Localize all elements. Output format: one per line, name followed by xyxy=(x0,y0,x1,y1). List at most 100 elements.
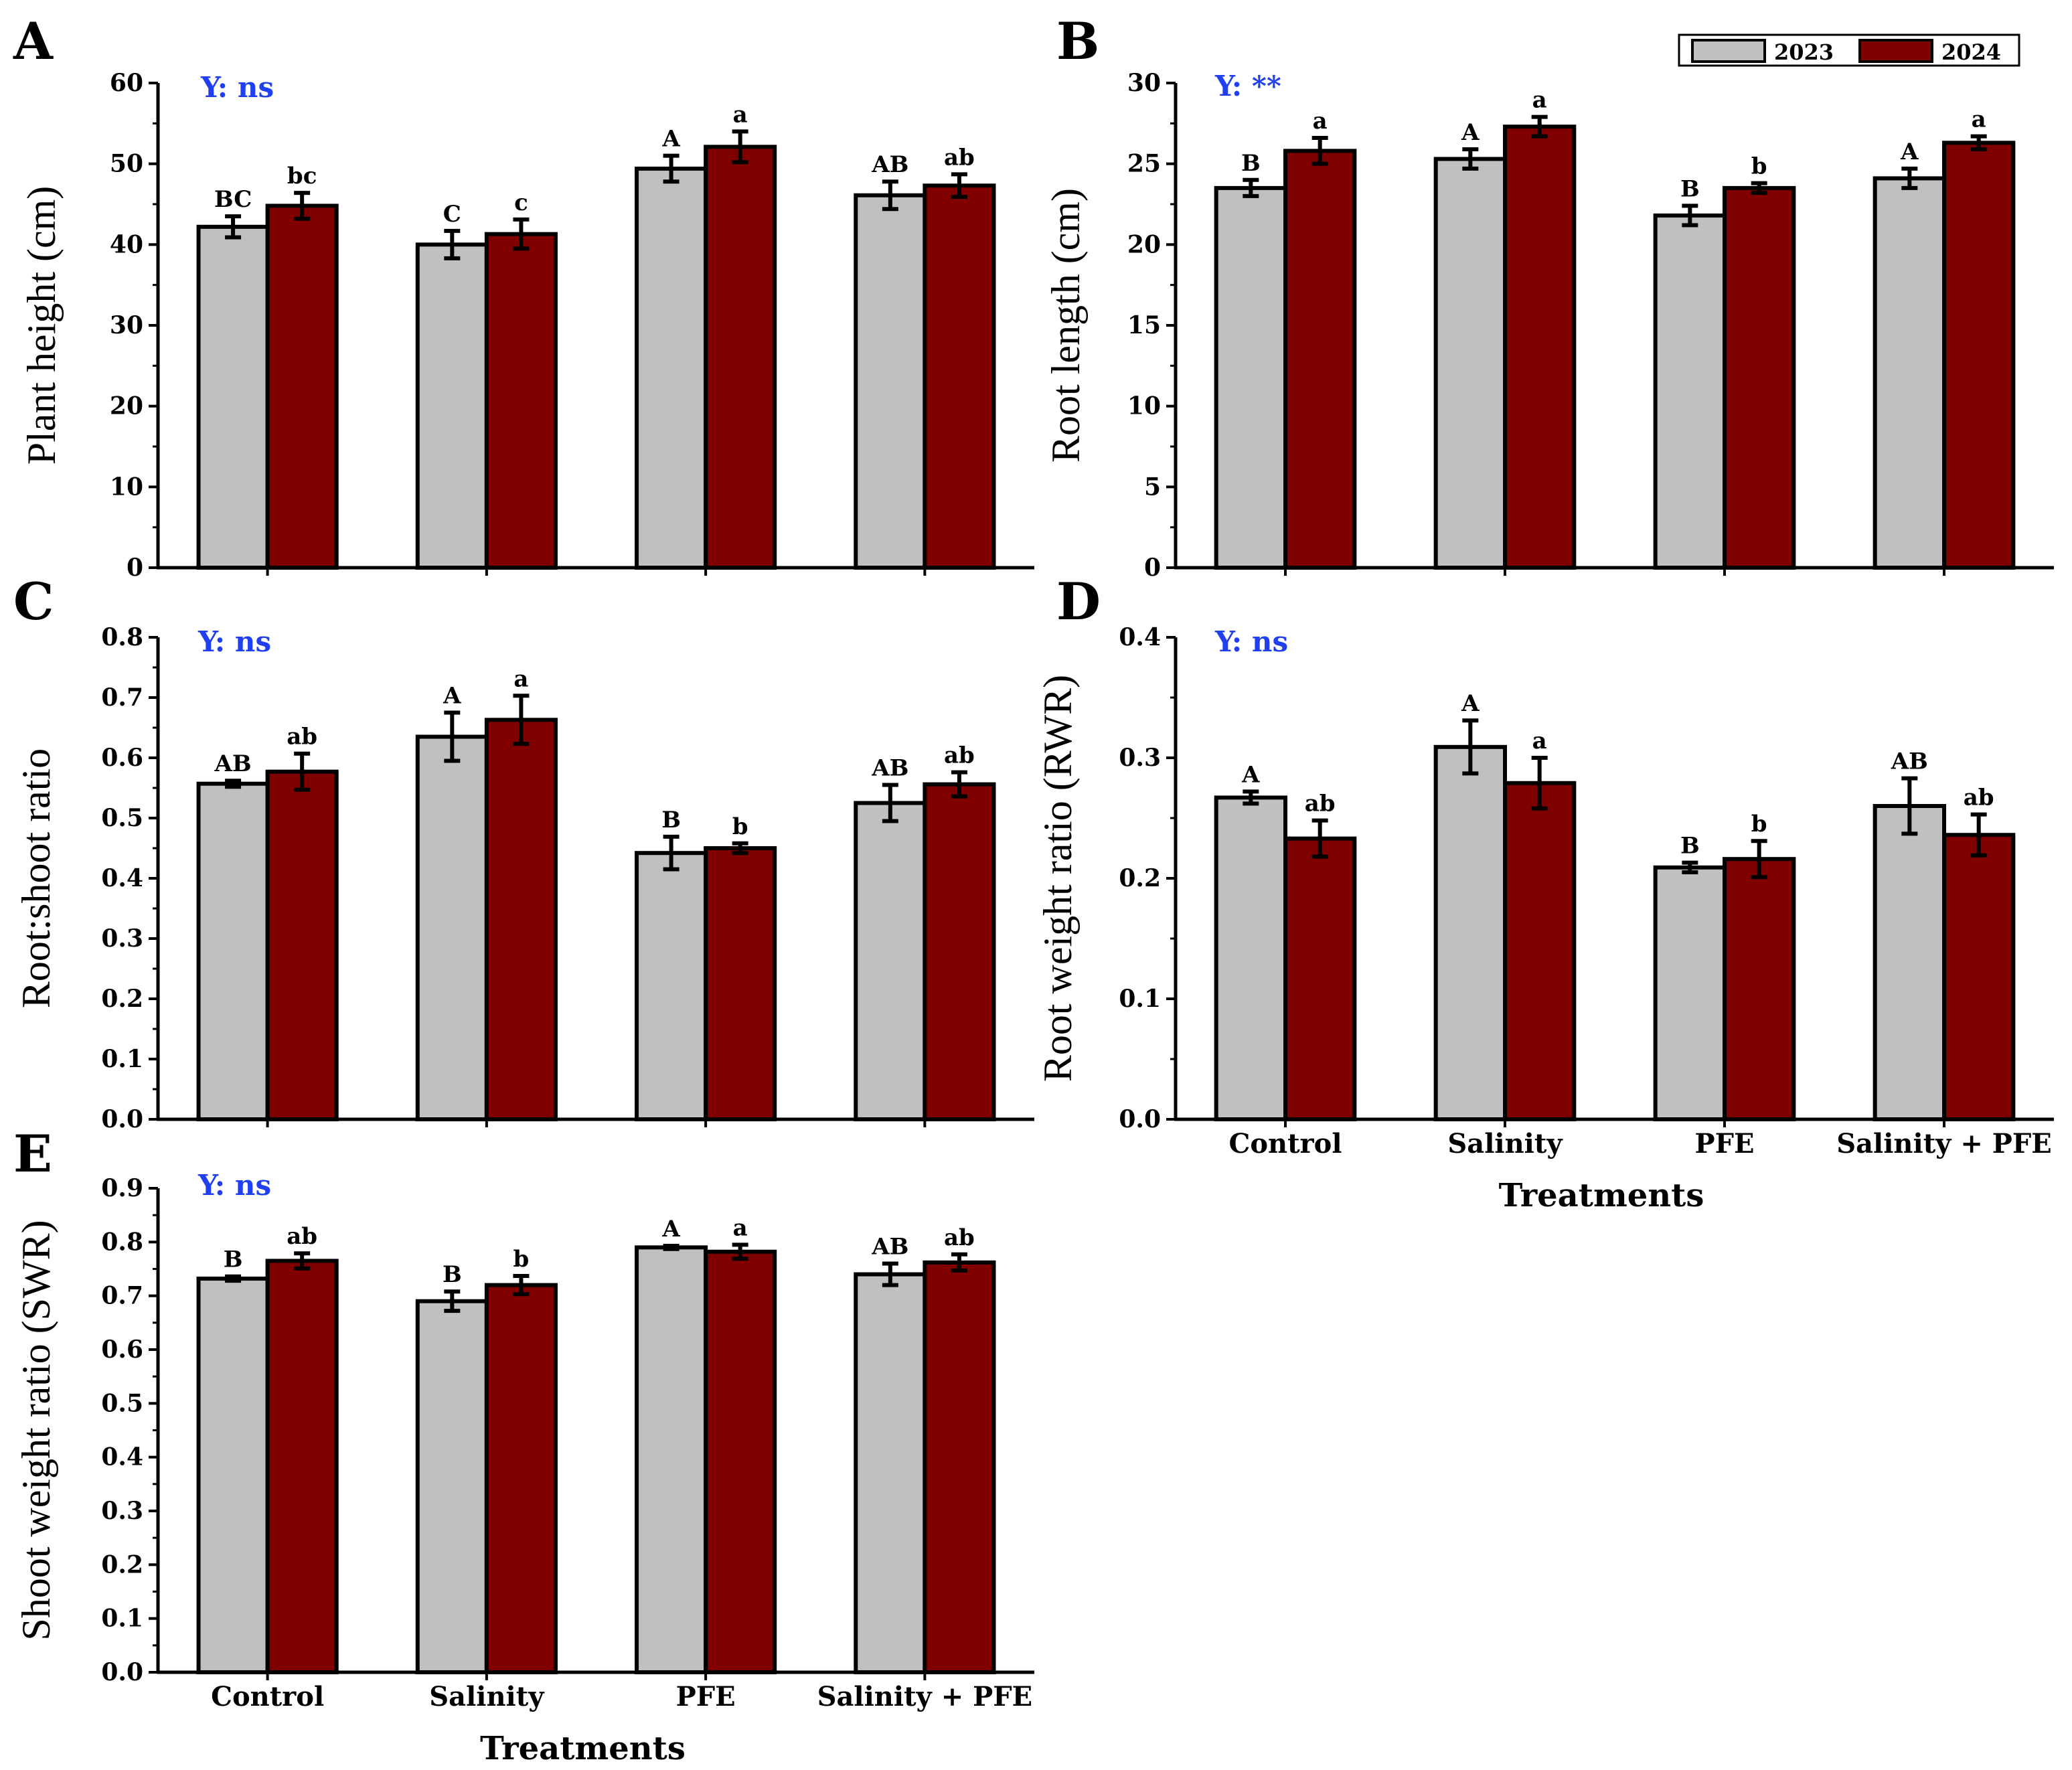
bar-2024-salinity-pfe xyxy=(923,183,996,570)
significance-letter: ab xyxy=(1305,791,1336,817)
y-tick-label: 0.2 xyxy=(1119,864,1161,892)
bar-2023-pfe xyxy=(635,851,708,1121)
significance-letter: B xyxy=(443,1261,462,1288)
y-tick-label: 0.7 xyxy=(101,1282,143,1310)
bar-2024-pfe xyxy=(704,846,777,1121)
bar-2023-control xyxy=(1214,185,1288,570)
y-tick-label: 5 xyxy=(1144,473,1161,501)
x-tick-label: Salinity xyxy=(429,1681,545,1712)
bar-2024-control xyxy=(1283,836,1357,1121)
y-tick-label: 0.1 xyxy=(101,1045,143,1073)
year-effect-note: Y: ns xyxy=(1214,625,1288,658)
y-tick-label: 0 xyxy=(1144,554,1161,582)
y-tick-label: 30 xyxy=(110,311,143,339)
panel-letter: A xyxy=(13,11,54,71)
bar-2023-salinity xyxy=(415,242,489,570)
bar-2024-pfe xyxy=(1723,185,1796,570)
significance-letter: A xyxy=(1900,139,1919,165)
significance-letter: B xyxy=(1241,150,1261,177)
bar-2023-pfe xyxy=(1653,865,1727,1122)
bar-2023-salinity-pfe xyxy=(854,193,927,570)
bar-2024-salinity-pfe xyxy=(1942,833,2016,1121)
y-tick-label: 0.8 xyxy=(101,1228,143,1256)
x-axis-label: Treatments xyxy=(1499,1177,1704,1214)
bar-2024-salinity-pfe xyxy=(1942,141,2016,570)
y-tick-label: 0.8 xyxy=(101,623,143,651)
significance-letter: A xyxy=(1241,761,1260,788)
y-tick-label: 0.6 xyxy=(101,1336,143,1364)
y-tick-label: 0.3 xyxy=(101,1497,143,1525)
y-tick-label: 0.4 xyxy=(1119,623,1161,651)
y-axis-label: Root length (cm) xyxy=(1044,188,1088,463)
y-tick-label: 40 xyxy=(110,230,143,258)
significance-letter: bc xyxy=(287,163,317,189)
bar-2024-control xyxy=(265,769,339,1121)
y-axis-label: Shoot weight ratio (SWR) xyxy=(14,1220,58,1640)
significance-letter: ab xyxy=(287,1223,317,1250)
significance-letter: b xyxy=(1751,153,1767,180)
y-tick-label: 0.3 xyxy=(1119,744,1161,772)
bar-2023-control xyxy=(1214,795,1288,1122)
y-tick-label: 0.0 xyxy=(101,1658,143,1686)
significance-letter: a xyxy=(1532,728,1547,754)
bar-2023-salinity-pfe xyxy=(854,801,927,1121)
significance-letter: B xyxy=(661,807,681,833)
y-tick-label: 20 xyxy=(1127,230,1161,258)
x-tick-label: Salinity + PFE xyxy=(817,1681,1033,1712)
y-tick-label: 0.6 xyxy=(101,744,143,772)
significance-letter: A xyxy=(1461,119,1480,146)
bar-2023-salinity-pfe xyxy=(854,1272,927,1674)
panel-letter: C xyxy=(13,572,54,631)
panel-b: B Y: ** Root length (cm) B A B Aa a b a 0 5 10 15 20 25… xyxy=(1044,11,2054,582)
y-tick-label: 0.4 xyxy=(101,1443,143,1471)
bar-2023-control xyxy=(196,224,270,570)
x-tick-label: Control xyxy=(211,1681,324,1712)
significance-letter: a xyxy=(513,665,528,692)
significance-letter: a xyxy=(733,101,748,128)
bar-2023-salinity xyxy=(1433,744,1507,1122)
y-tick-label: 0.3 xyxy=(101,924,143,953)
bar-2023-pfe xyxy=(635,1245,708,1675)
y-tick-label: 0.0 xyxy=(1119,1105,1161,1133)
y-tick-label: 50 xyxy=(110,150,143,178)
significance-letter: A xyxy=(661,126,680,153)
significance-letter: A xyxy=(443,683,461,710)
panel-letter: B xyxy=(1056,11,1099,71)
significance-letter: a xyxy=(1972,106,1986,133)
significance-letter: a xyxy=(1313,108,1328,135)
year-effect-note: Y: ns xyxy=(197,625,271,658)
bar-2023-control xyxy=(196,781,270,1121)
bar-2024-control xyxy=(265,1259,339,1674)
significance-letter: ab xyxy=(944,144,975,171)
significance-letter: AB xyxy=(1891,748,1928,775)
bar-2024-pfe xyxy=(704,1249,777,1674)
bar-2023-salinity xyxy=(1433,157,1507,570)
significance-letter: BC xyxy=(214,186,252,213)
y-tick-label: 10 xyxy=(1127,392,1161,420)
y-tick-label: 25 xyxy=(1127,150,1161,178)
significance-letter: b xyxy=(513,1246,530,1273)
x-tick-label: PFE xyxy=(676,1681,736,1712)
y-tick-label: 60 xyxy=(110,69,143,97)
bar-2024-salinity-pfe xyxy=(923,1260,996,1674)
panel-a: A Y: ns Plant height (cm) BC C A AB bc c a ab 0 10 20… xyxy=(13,11,1034,582)
significance-letter: AB xyxy=(871,1233,908,1260)
y-axis-label: Plant height (cm) xyxy=(19,186,64,465)
legend-swatch-2024 xyxy=(1858,39,1933,63)
significance-letter: B xyxy=(1680,175,1700,202)
y-tick-label: 0.1 xyxy=(1119,985,1161,1013)
significance-letter: AB xyxy=(871,755,908,782)
bar-2024-salinity xyxy=(484,232,558,570)
significance-letter: C xyxy=(443,201,461,228)
y-tick-label: 10 xyxy=(110,473,143,501)
bar-2023-salinity xyxy=(415,1299,489,1674)
panel-letter: D xyxy=(1056,572,1101,631)
x-tick-label: Salinity xyxy=(1447,1128,1563,1159)
bar-2024-salinity xyxy=(484,718,558,1122)
y-tick-label: 0.5 xyxy=(101,1389,143,1417)
year-effect-note: Y: ns xyxy=(200,71,274,104)
y-tick-label: 0.2 xyxy=(101,1550,143,1579)
significance-letter: ab xyxy=(287,724,317,750)
bar-2024-salinity-pfe xyxy=(923,782,996,1121)
